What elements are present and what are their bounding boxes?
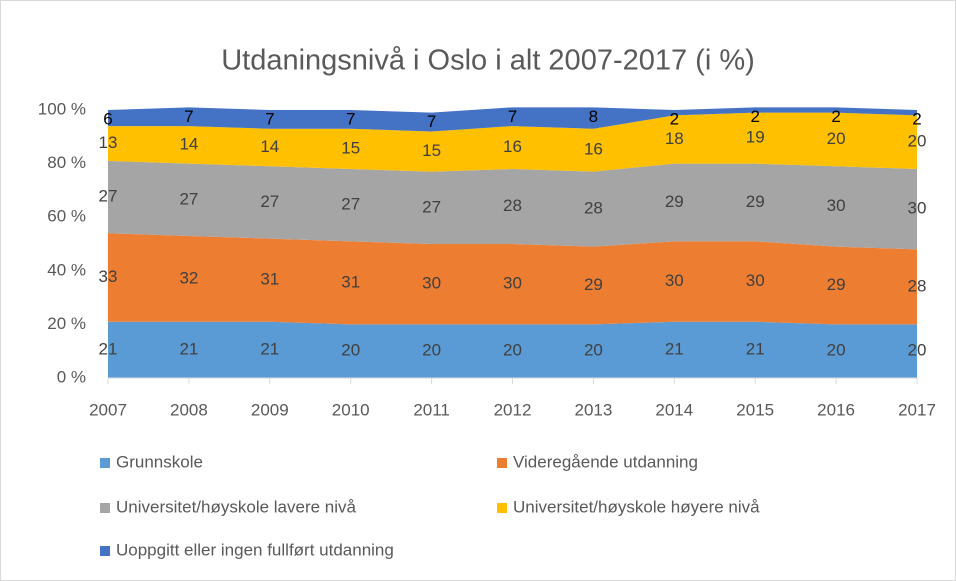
- area: [108, 233, 917, 325]
- data-label: 28: [503, 196, 522, 215]
- data-label: 20: [503, 341, 522, 360]
- data-label: 2: [750, 107, 759, 126]
- legend-swatch: [100, 503, 110, 513]
- x-tick-label: 2013: [574, 400, 612, 419]
- data-label: 21: [746, 339, 765, 358]
- data-label: 29: [665, 192, 684, 211]
- area: [108, 321, 917, 378]
- chart-title: Utdaningsnivå i Oslo i alt 2007-2017 (i …: [221, 45, 755, 77]
- x-tick-label: 2017: [898, 400, 936, 419]
- data-label: 29: [827, 275, 846, 294]
- data-label: 33: [99, 267, 118, 286]
- legend-label: Grunnskole: [116, 452, 203, 471]
- legend-swatch: [497, 503, 507, 513]
- data-label: 21: [665, 339, 684, 358]
- data-label: 2: [670, 109, 679, 128]
- x-tick-label: 2007: [89, 400, 127, 419]
- data-label: 20: [908, 132, 927, 151]
- data-label: 14: [260, 137, 279, 156]
- data-label: 29: [584, 275, 603, 294]
- area: [108, 107, 917, 132]
- data-label: 28: [584, 199, 603, 218]
- data-label: 20: [827, 129, 846, 148]
- y-tick-label: 80 %: [47, 153, 86, 172]
- data-label: 7: [427, 112, 436, 131]
- data-label: 2: [831, 107, 840, 126]
- x-tick-label: 2009: [251, 400, 289, 419]
- x-tick-label: 2016: [817, 400, 855, 419]
- data-label: 20: [584, 341, 603, 360]
- y-tick-label: 60 %: [47, 207, 86, 226]
- data-label: 27: [341, 195, 360, 214]
- data-label: 2: [912, 109, 921, 128]
- data-label: 30: [746, 271, 765, 290]
- data-label: 6: [103, 109, 112, 128]
- data-label: 27: [99, 187, 118, 206]
- data-label: 30: [503, 274, 522, 293]
- legend-swatch: [100, 458, 110, 468]
- data-label: 27: [422, 197, 441, 216]
- legend-swatch: [497, 458, 507, 468]
- data-label: 20: [422, 341, 441, 360]
- data-label: 28: [908, 276, 927, 295]
- data-label: 30: [827, 196, 846, 215]
- area: [108, 160, 917, 250]
- data-label: 7: [184, 107, 193, 126]
- x-tick-label: 2008: [170, 400, 208, 419]
- data-label: 16: [584, 140, 603, 159]
- data-label: 31: [260, 270, 279, 289]
- data-label: 7: [346, 109, 355, 128]
- data-label: 21: [179, 339, 198, 358]
- data-label: 21: [260, 339, 279, 358]
- data-label: 20: [341, 341, 360, 360]
- data-label: 18: [665, 129, 684, 148]
- data-label: 13: [99, 133, 118, 152]
- data-label: 19: [746, 128, 765, 147]
- data-label: 7: [508, 107, 517, 126]
- x-tick-label: 2012: [494, 400, 532, 419]
- data-label: 30: [422, 274, 441, 293]
- x-tick-label: 2015: [736, 400, 774, 419]
- legend-label: Universitet/høyskole høyere nivå: [513, 497, 760, 516]
- y-tick-label: 100 %: [38, 99, 86, 118]
- legend-label: Videregående utdanning: [513, 452, 698, 471]
- data-label: 27: [260, 192, 279, 211]
- legend-label: Universitet/høyskole lavere nivå: [116, 497, 357, 516]
- x-tick-label: 2011: [413, 400, 450, 419]
- data-label: 15: [341, 138, 360, 157]
- data-label: 7: [265, 109, 274, 128]
- x-tick-label: 2010: [332, 400, 370, 419]
- data-label: 21: [99, 339, 118, 358]
- legend-label: Uoppgitt eller ingen fullført utdanning: [116, 540, 394, 559]
- data-label: 14: [179, 134, 198, 153]
- data-label: 30: [665, 271, 684, 290]
- data-label: 16: [503, 137, 522, 156]
- data-label: 30: [908, 199, 927, 218]
- data-label: 29: [746, 192, 765, 211]
- area: [108, 112, 917, 172]
- data-label: 32: [179, 268, 198, 287]
- data-label: 20: [908, 341, 927, 360]
- legend-swatch: [100, 546, 110, 556]
- data-label: 15: [422, 141, 441, 160]
- y-tick-label: 20 %: [47, 314, 86, 333]
- data-label: 20: [827, 341, 846, 360]
- x-tick-label: 2014: [655, 400, 693, 419]
- data-label: 8: [589, 107, 598, 126]
- y-tick-label: 0 %: [57, 367, 86, 386]
- data-label: 31: [341, 272, 360, 291]
- data-label: 27: [179, 189, 198, 208]
- y-tick-label: 40 %: [47, 260, 86, 279]
